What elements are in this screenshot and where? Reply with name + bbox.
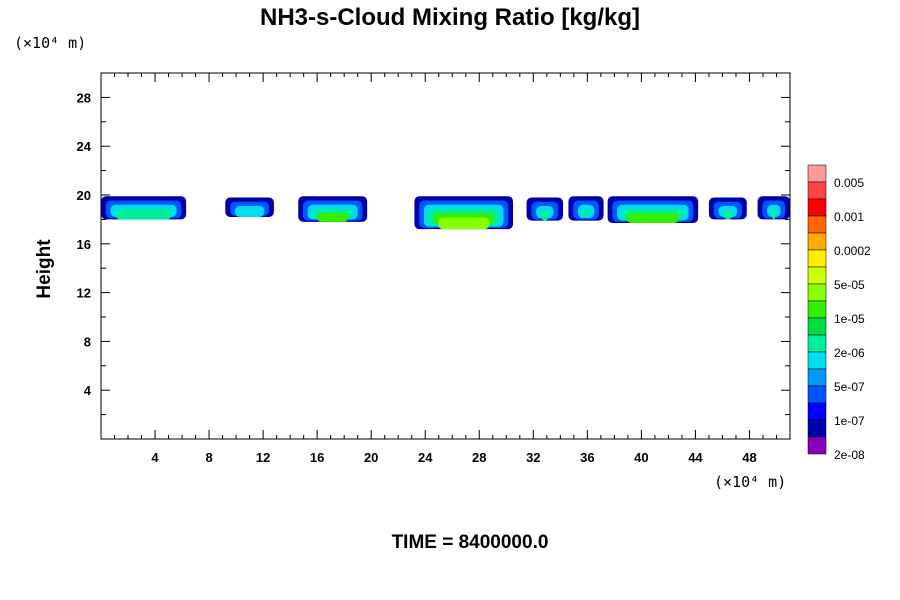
cloud-contour [540, 210, 549, 221]
colorbar-swatch [807, 317, 827, 336]
cloud-contour [582, 209, 590, 217]
x-axis-unit: (×10⁴ m) [714, 473, 787, 491]
time-label: TIME = 8400000.0 [391, 532, 549, 553]
colorbar-swatch [807, 215, 827, 234]
cloud-contour [317, 213, 349, 222]
colorbar-label: 0.005 [834, 176, 864, 190]
chart-title: NH3-s-Cloud Mixing Ratio [kg/kg] [260, 4, 640, 31]
colorbar-label: 1e-07 [834, 414, 865, 428]
x-tick-label: 44 [688, 450, 703, 465]
colorbar-swatch [807, 198, 827, 217]
cloud-segment [568, 196, 604, 221]
cloud-segment [414, 196, 514, 230]
colorbar-swatch [807, 266, 827, 285]
cloud-contour [115, 209, 172, 220]
colorbar: 0.005 0.001 0.0002 5e-05 1e-05 2e-06 5e-07 1e-0… [807, 164, 871, 462]
cloud-contour [234, 205, 265, 217]
cloud-contour [626, 213, 680, 224]
y-tick-label: 4 [84, 383, 92, 398]
y-tick-label: 24 [77, 139, 92, 154]
x-tick-label: 28 [472, 450, 486, 465]
colorbar-label: 2e-06 [834, 346, 865, 360]
colorbar-swatch [807, 300, 827, 319]
x-tick-label: 36 [580, 450, 594, 465]
x-tick-label: 4 [151, 450, 159, 465]
x-tick-label: 12 [256, 450, 270, 465]
y-tick-label: 28 [77, 90, 91, 105]
cloud-segment [757, 196, 790, 220]
colorbar-label: 0.0002 [834, 244, 871, 258]
cloud-segment [526, 197, 564, 221]
colorbar-label: 0.001 [834, 210, 864, 224]
colorbar-swatch [807, 402, 827, 421]
x-tick-label: 40 [634, 450, 648, 465]
colorbar-swatch [807, 249, 827, 268]
cloud-field [101, 196, 790, 230]
x-tick-label: 8 [205, 450, 212, 465]
cloud-contour [771, 209, 776, 220]
cloud-segment [225, 197, 274, 217]
y-axis-unit: (×10⁴ m) [14, 34, 87, 52]
colorbar-swatch [807, 181, 827, 200]
x-tick-label: 24 [418, 450, 433, 465]
colorbar-swatch [807, 368, 827, 387]
colorbar-swatch [807, 436, 827, 455]
x-tick-label: 32 [526, 450, 540, 465]
x-tick-label: 48 [742, 450, 756, 465]
colorbar-swatch [807, 419, 827, 438]
colorbar-label: 5e-05 [834, 278, 865, 292]
colorbar-swatch [807, 351, 827, 370]
cloud-contour [723, 210, 733, 220]
colorbar-swatch [807, 164, 827, 183]
cloud-contour [438, 217, 490, 230]
y-tick-label: 8 [84, 334, 91, 349]
cloud-segment [101, 196, 187, 220]
colorbar-swatch [807, 385, 827, 404]
cloud-segment [708, 197, 747, 220]
colorbar-label: 2e-08 [834, 448, 865, 462]
plot-frame [100, 72, 791, 440]
x-tick-label: 20 [364, 450, 378, 465]
colorbar-swatch [807, 334, 827, 353]
cloud-segment [607, 196, 699, 224]
y-tick-label: 16 [77, 237, 91, 252]
colorbar-label: 1e-05 [834, 312, 865, 326]
colorbar-swatch [807, 283, 827, 302]
y-tick-label: 20 [77, 188, 91, 203]
x-tick-label: 16 [310, 450, 324, 465]
cloud-segment [298, 196, 368, 222]
colorbar-swatch [807, 232, 827, 251]
y-tick-label: 12 [77, 286, 91, 301]
colorbar-label: 5e-07 [834, 380, 865, 394]
